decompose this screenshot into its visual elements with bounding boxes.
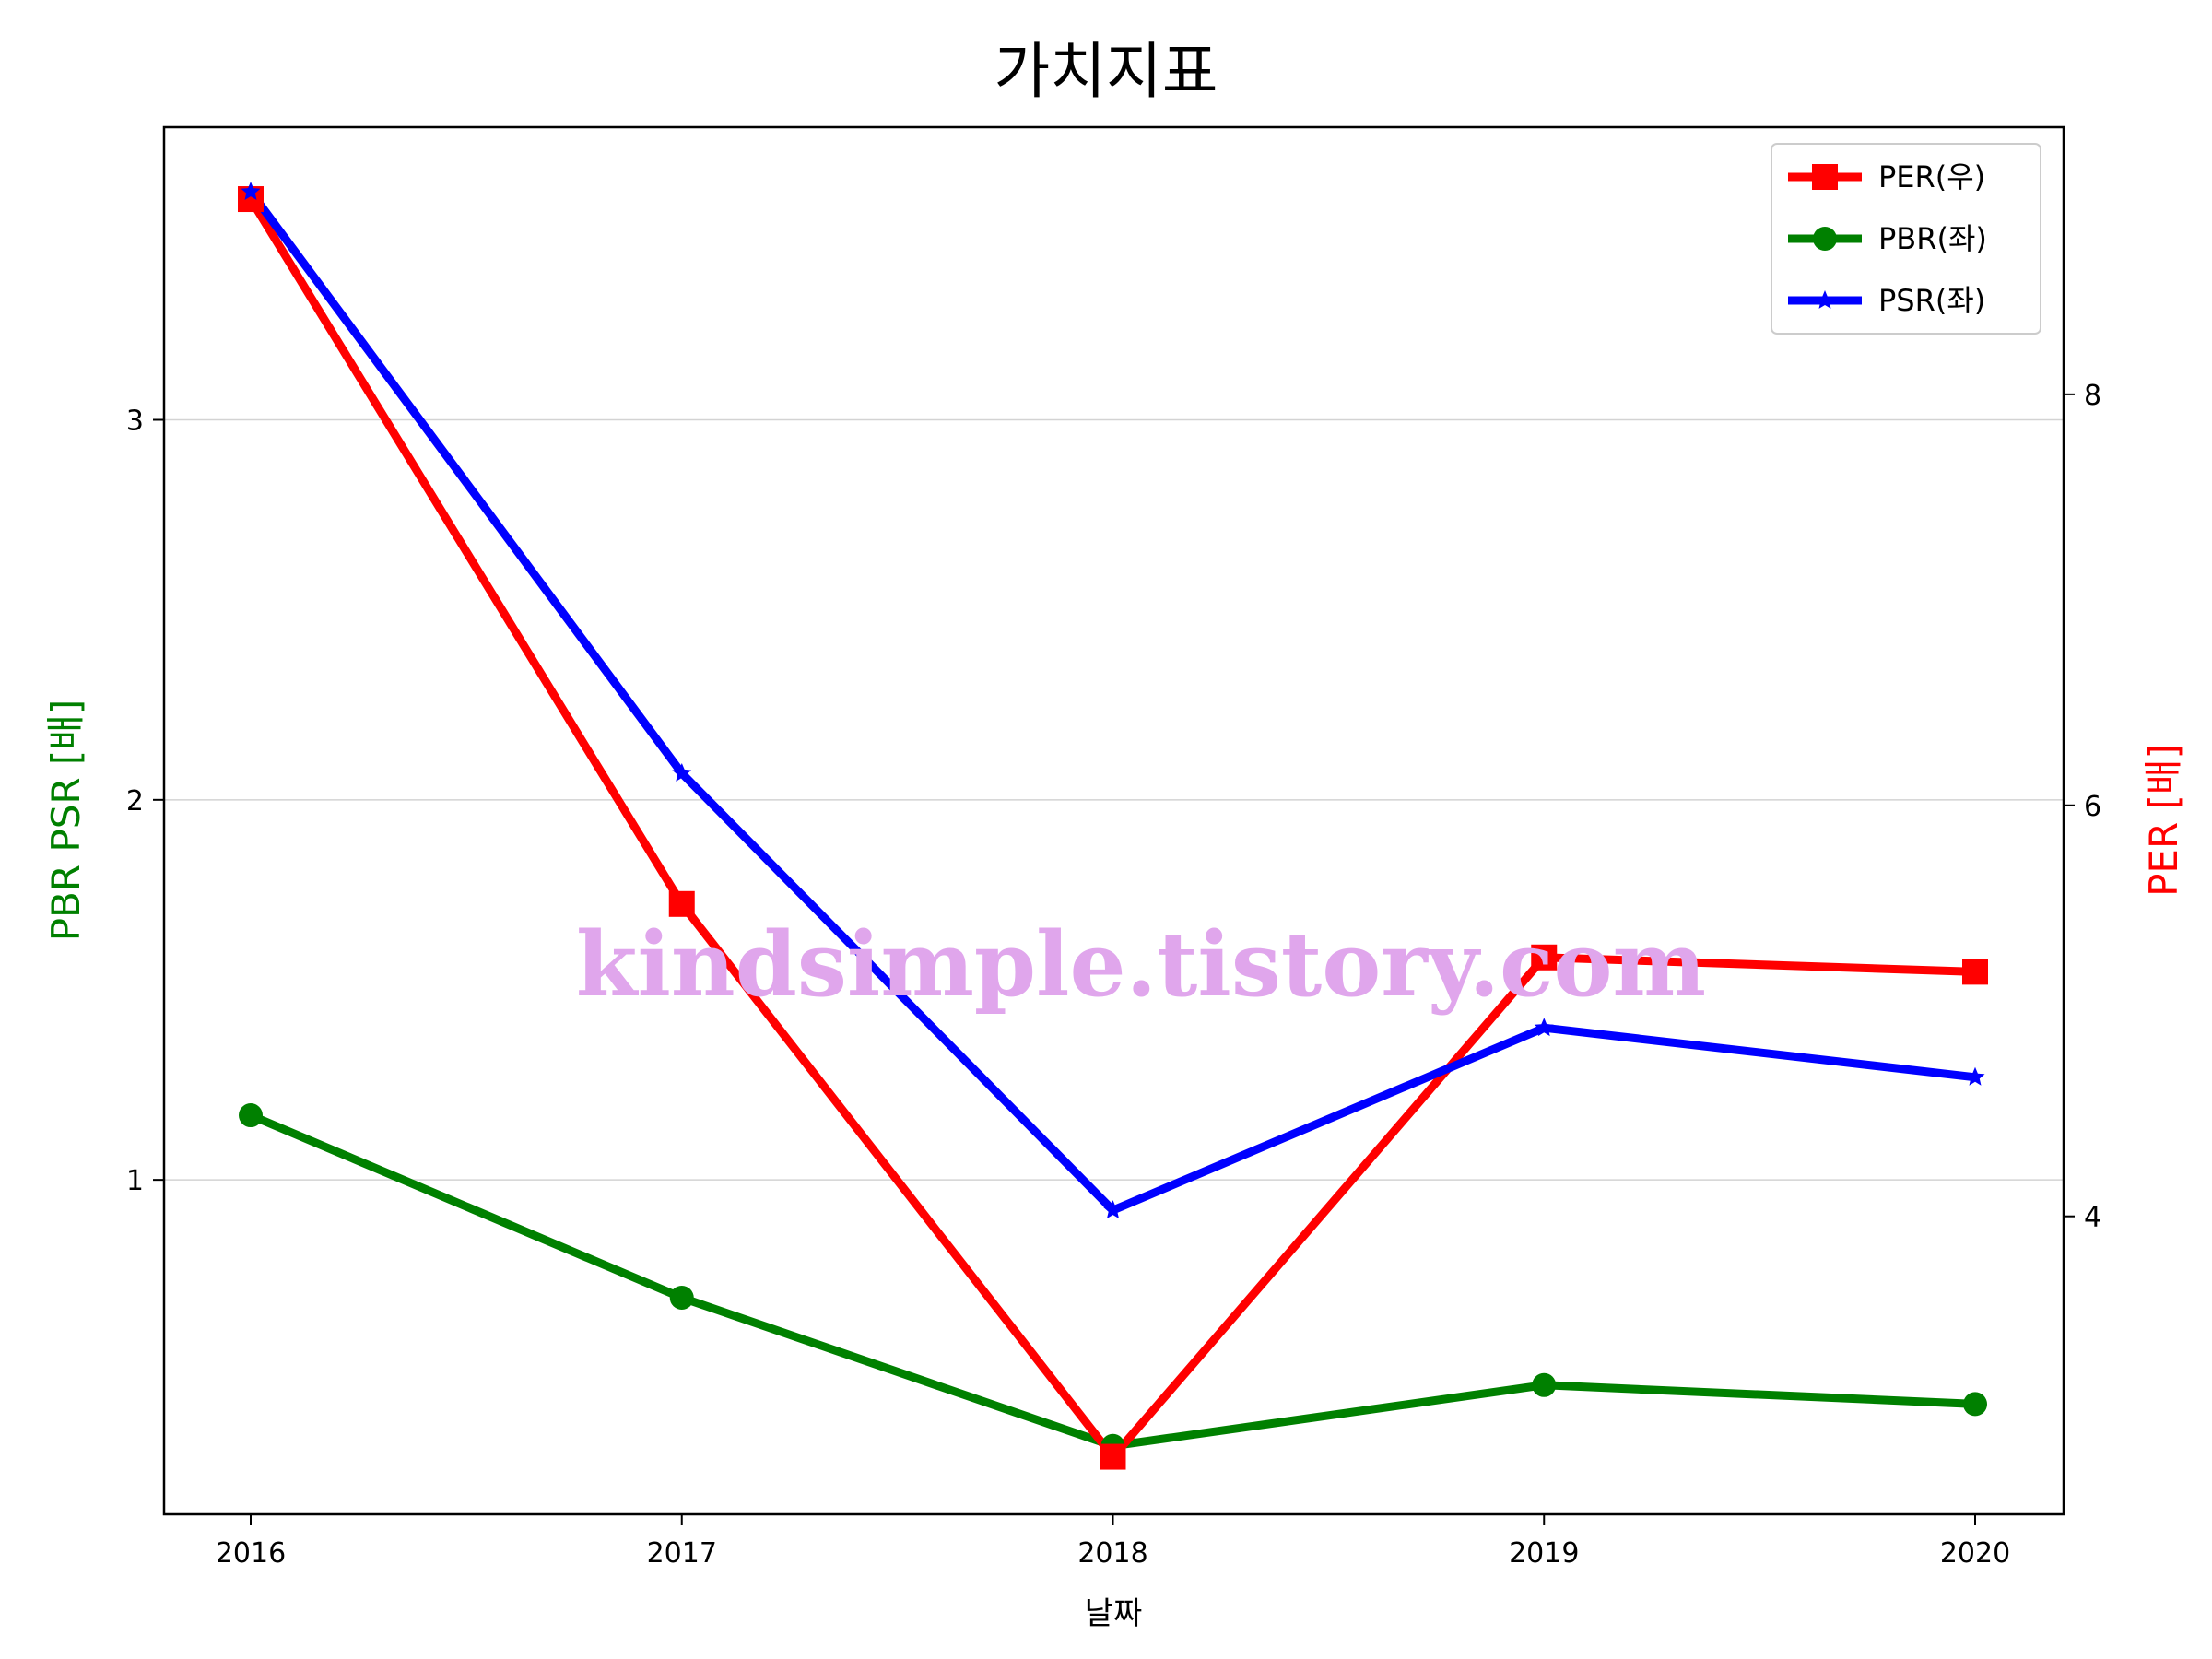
data-point-pbr [669, 1285, 694, 1310]
series-lines [247, 189, 1976, 1464]
x-tick-label: 2018 [1077, 1537, 1147, 1570]
watermark-text: kindsimple.tistory.com [576, 912, 1706, 1017]
y-left-tick-label: 1 [126, 1165, 144, 1197]
data-point-pbr [1532, 1372, 1557, 1397]
data-point-per [1962, 959, 1988, 985]
data-point-psr [241, 182, 261, 200]
x-axis-label: 날짜 [1085, 1595, 1143, 1632]
data-point-per [1100, 1443, 1126, 1470]
legend: PER(우) PBR(좌) PSR(좌) [1771, 143, 2041, 335]
legend-marker-per [1812, 164, 1838, 190]
legend-label-per: PER(우) [1878, 159, 1985, 194]
legend-label-pbr: PBR(좌) [1878, 221, 1987, 256]
series-markers [238, 182, 1988, 1470]
data-point-psr [672, 763, 692, 782]
x-tick-label: 2020 [1940, 1537, 2010, 1570]
data-point-pbr [239, 1103, 263, 1128]
y-left-tick-label: 3 [126, 405, 144, 437]
legend-marker-pbr [1813, 227, 1837, 251]
data-point-psr [1965, 1066, 1985, 1086]
data-point-psr [1103, 1200, 1123, 1218]
series-line-per [247, 196, 1976, 1464]
y-axis-right: 4 6 8 [2064, 380, 2101, 1234]
data-point-pbr [1963, 1392, 1987, 1417]
x-axis: 2016 2017 2018 2019 2020 [216, 1514, 2010, 1570]
data-point-per [1531, 944, 1558, 971]
chart-title: 가치지표 [994, 36, 1218, 107]
y-axis-right-label: PER [배] [2141, 744, 2186, 897]
y-right-tick-label: 4 [2084, 1202, 2101, 1234]
series-line-psr [247, 189, 1976, 1216]
legend-marker-psr [1815, 290, 1835, 309]
y-axis-left-label: PBR PSR [배] [43, 700, 88, 942]
legend-label-psr: PSR(좌) [1878, 283, 1985, 318]
data-point-per [668, 890, 695, 917]
x-tick-label: 2019 [1509, 1537, 1579, 1570]
gridlines [164, 418, 2064, 1181]
legend-box [1771, 143, 2041, 335]
plot-frame [162, 125, 2065, 1516]
y-left-tick-label: 2 [126, 785, 144, 818]
x-tick-label: 2017 [647, 1537, 717, 1570]
data-point-psr [1534, 1018, 1554, 1037]
y-right-tick-label: 6 [2084, 791, 2101, 823]
series-line-pbr [249, 1111, 1976, 1451]
y-right-tick-label: 8 [2084, 380, 2101, 412]
y-axis-left: 1 2 3 [126, 405, 164, 1197]
x-tick-label: 2016 [216, 1537, 286, 1570]
